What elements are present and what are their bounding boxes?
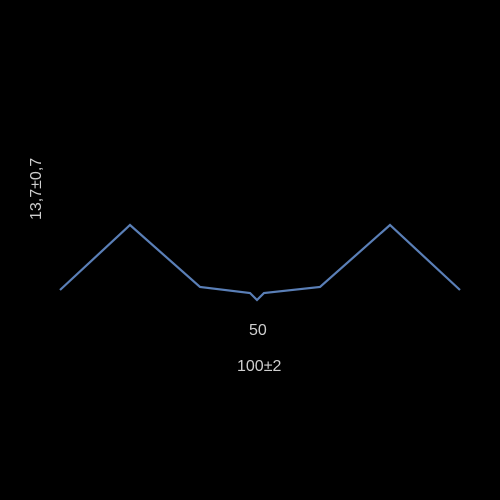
pitch-label: 100±2	[237, 358, 281, 376]
height-label: 13,7±0,7	[28, 158, 46, 220]
half-pitch-label: 50	[249, 322, 267, 340]
profile-svg	[0, 0, 500, 500]
diagram-background	[0, 0, 500, 500]
diagram-canvas: 13,7±0,7 50 100±2	[0, 0, 500, 500]
